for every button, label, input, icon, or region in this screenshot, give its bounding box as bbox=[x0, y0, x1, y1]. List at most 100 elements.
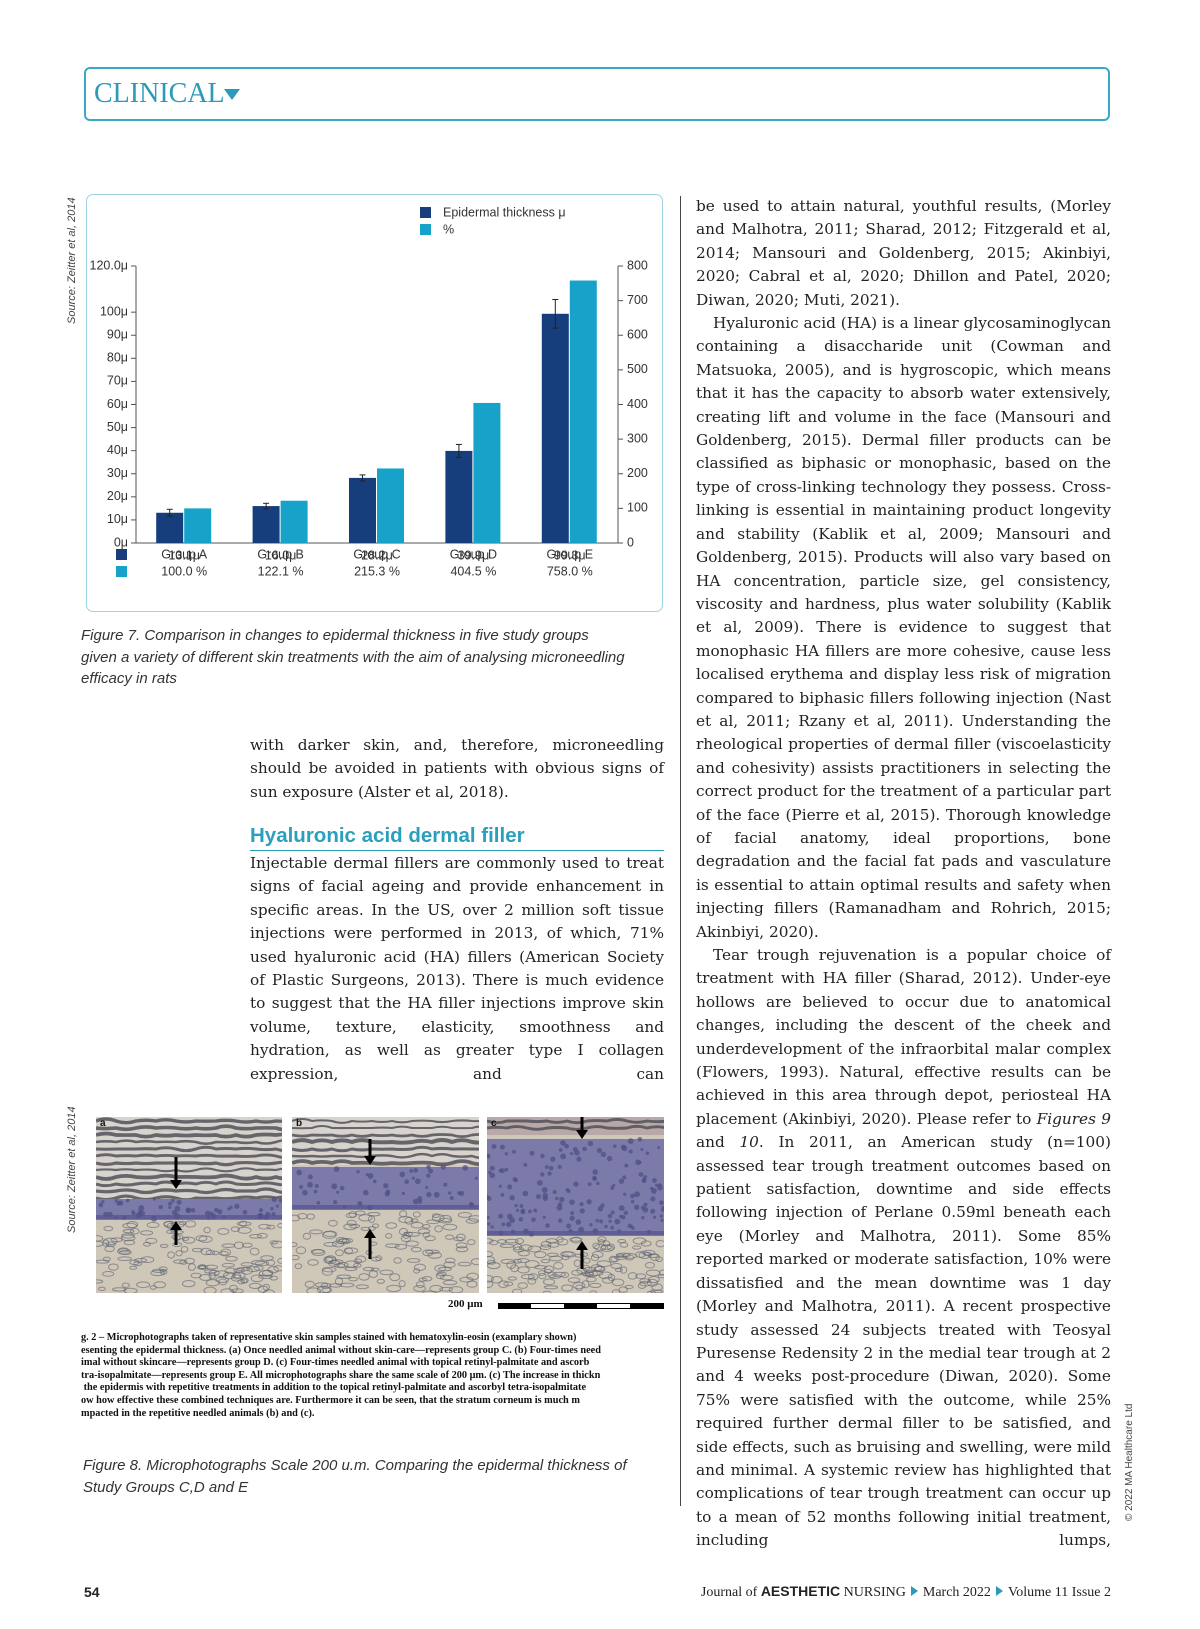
nucleus bbox=[426, 1164, 431, 1170]
x-tick-label: Group A bbox=[161, 547, 208, 561]
nucleus bbox=[190, 1207, 196, 1213]
bar bbox=[473, 402, 501, 543]
nucleus bbox=[333, 1200, 338, 1205]
dermis-fibre bbox=[589, 1290, 598, 1293]
value-label: 99.3μ bbox=[554, 548, 586, 562]
dermis-fibre bbox=[187, 1263, 196, 1271]
dermis-fibre bbox=[237, 1226, 252, 1234]
dermis-fibre bbox=[503, 1281, 514, 1287]
nucleus bbox=[519, 1203, 524, 1208]
dermis-fibre bbox=[258, 1223, 271, 1230]
dermis-fibre bbox=[573, 1259, 581, 1268]
section-title: CLINICAL bbox=[94, 78, 225, 109]
keratin-strand bbox=[292, 1117, 479, 1124]
dermis-fibre bbox=[632, 1245, 642, 1250]
nucleus bbox=[656, 1184, 663, 1191]
y-tick-label: 90μ bbox=[107, 328, 128, 342]
dermis-fibre bbox=[195, 1235, 208, 1242]
dermis-fibre bbox=[538, 1272, 547, 1280]
dermis-fibre bbox=[635, 1273, 647, 1279]
dermis-fibre bbox=[271, 1240, 282, 1249]
dermis-fibre bbox=[567, 1277, 581, 1283]
dermis-fibre bbox=[445, 1257, 456, 1264]
nucleus bbox=[270, 1206, 274, 1211]
nucleus bbox=[167, 1201, 173, 1206]
nucleus bbox=[635, 1159, 641, 1166]
dermis-fibre bbox=[424, 1235, 436, 1242]
dermis-fibre bbox=[394, 1243, 408, 1250]
dermis-fibre bbox=[241, 1266, 253, 1275]
dermis-fibre bbox=[339, 1282, 355, 1288]
keratin-strand bbox=[96, 1167, 282, 1173]
dermis-fibre bbox=[205, 1249, 216, 1256]
nucleus bbox=[487, 1222, 491, 1226]
nucleus bbox=[367, 1172, 374, 1179]
x-tick-label: Group C bbox=[353, 547, 400, 561]
dermis-fibre bbox=[649, 1253, 660, 1262]
nucleus bbox=[459, 1190, 465, 1197]
inner-caption-line: imal without skincare—represents group D… bbox=[81, 1357, 590, 1369]
dermis-fibre bbox=[140, 1230, 154, 1236]
y2-tick-label: 700 bbox=[627, 293, 648, 307]
dermis-fibre bbox=[229, 1284, 238, 1293]
dermis-fibre bbox=[500, 1258, 516, 1265]
nucleus bbox=[650, 1208, 656, 1214]
nucleus bbox=[426, 1173, 431, 1178]
nucleus bbox=[501, 1222, 506, 1227]
text-run: Tear trough rejuvenation is a popular ch… bbox=[696, 946, 1111, 1128]
nucleus bbox=[589, 1223, 593, 1227]
arrow-head bbox=[364, 1156, 376, 1165]
dermis-fibre bbox=[307, 1259, 319, 1266]
dermis-fibre bbox=[487, 1280, 494, 1289]
scale-bar bbox=[498, 1303, 664, 1309]
nucleus bbox=[307, 1174, 313, 1180]
dermis-fibre bbox=[123, 1239, 136, 1246]
nucleus bbox=[610, 1225, 615, 1230]
nucleus bbox=[278, 1198, 282, 1203]
nucleus bbox=[628, 1149, 633, 1154]
nucleus bbox=[599, 1219, 604, 1224]
nucleus bbox=[411, 1176, 415, 1180]
dermis-fibre bbox=[343, 1223, 358, 1231]
dermis-fibre bbox=[149, 1285, 157, 1290]
dermis-fibre bbox=[136, 1281, 151, 1289]
dermis-fibre bbox=[405, 1240, 419, 1247]
value-label: 16.0μ bbox=[265, 548, 297, 562]
nucleus bbox=[242, 1209, 248, 1215]
dermis-fibre bbox=[639, 1280, 652, 1287]
dermis-fibre bbox=[404, 1216, 414, 1225]
dermis-fibre bbox=[358, 1214, 373, 1222]
dermis-fibre bbox=[534, 1265, 547, 1270]
nucleus bbox=[542, 1215, 546, 1219]
dermis-fibre bbox=[145, 1237, 158, 1244]
chart: 0μ 10μ 20μ 30μ 40μ 50μ 60μ 70μ 80μ 90μ 100μ 120.0μ 0… bbox=[90, 205, 648, 578]
nucleus bbox=[521, 1208, 525, 1212]
dermis-fibre bbox=[254, 1261, 270, 1267]
nucleus bbox=[607, 1213, 613, 1219]
bar bbox=[377, 468, 404, 543]
bar bbox=[541, 313, 569, 543]
dermis-fibre bbox=[295, 1246, 307, 1255]
nucleus bbox=[620, 1144, 626, 1150]
value-label: 100.0 % bbox=[161, 564, 207, 578]
nucleus bbox=[533, 1208, 538, 1213]
dermis-fibre bbox=[96, 1259, 110, 1264]
error-bar bbox=[359, 474, 366, 482]
value-label: 404.5 % bbox=[450, 564, 496, 578]
nucleus bbox=[570, 1210, 575, 1216]
nucleus bbox=[114, 1199, 118, 1203]
bar bbox=[184, 508, 212, 543]
copyright: © 2022 MA Healthcare Ltd bbox=[1124, 1403, 1135, 1521]
dermis-fibre bbox=[246, 1266, 260, 1273]
dermis-fibre bbox=[429, 1284, 444, 1293]
bar bbox=[569, 280, 597, 543]
dermis-fibre bbox=[323, 1241, 338, 1247]
y-tick-label: 120.0μ bbox=[90, 258, 128, 272]
dermis-fibre bbox=[543, 1285, 559, 1290]
nucleus bbox=[595, 1218, 599, 1223]
keratin-strand bbox=[96, 1131, 282, 1139]
arrow-head bbox=[576, 1241, 588, 1250]
dermis-fibre bbox=[640, 1240, 652, 1247]
keratin-strand bbox=[96, 1145, 282, 1153]
arrow-head bbox=[364, 1229, 376, 1238]
